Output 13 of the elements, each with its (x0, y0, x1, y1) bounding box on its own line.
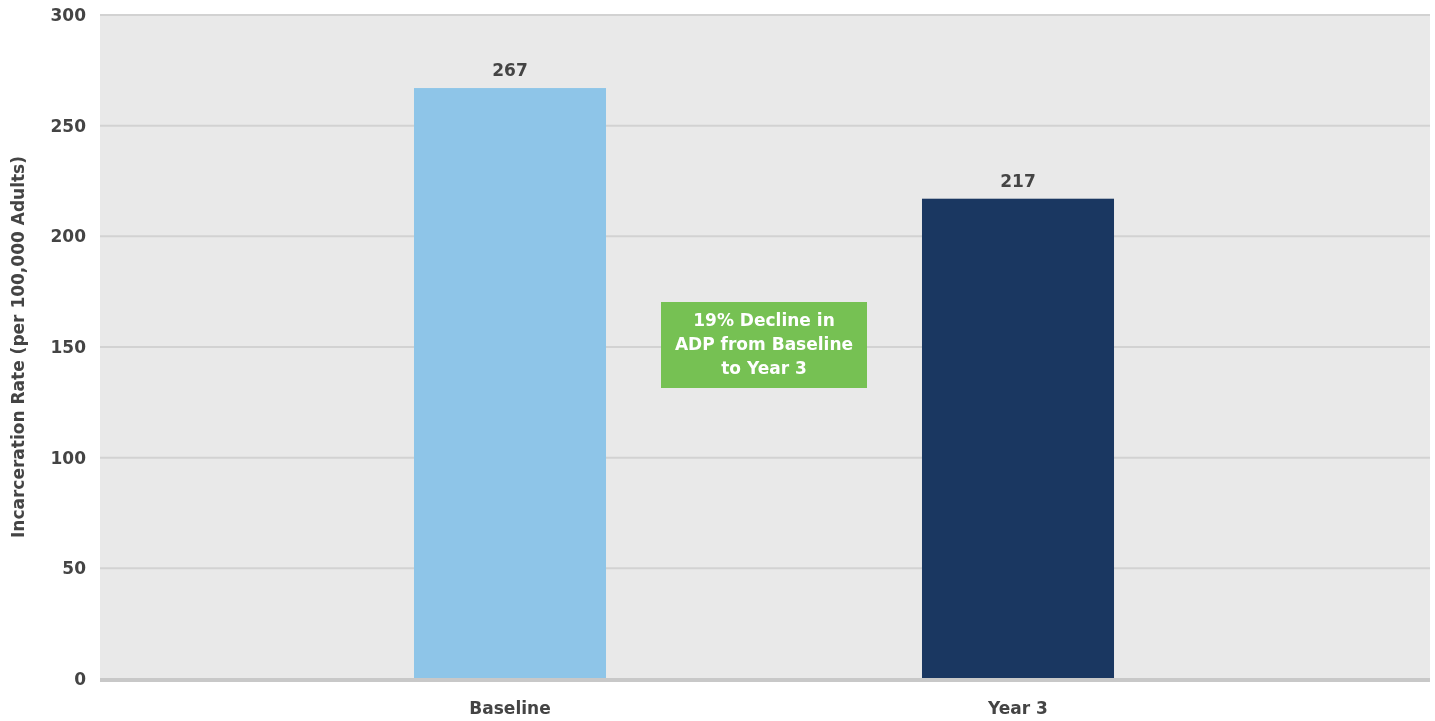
y-tick-label: 0 (74, 668, 87, 689)
y-tick-label: 250 (50, 115, 87, 136)
y-tick-label: 100 (50, 447, 87, 468)
y-tick-label: 50 (62, 558, 87, 579)
y-axis-title: Incarceration Rate (per 100,000 Adults) (8, 155, 28, 539)
data-label: 267 (492, 60, 528, 81)
y-tick-label: 150 (50, 336, 87, 357)
x-tick-label: Baseline (469, 698, 551, 718)
y-tick-label: 300 (50, 4, 87, 25)
data-label: 217 (1000, 170, 1036, 191)
x-tick-label: Year 3 (987, 698, 1048, 718)
y-tick-label: 200 (50, 226, 87, 247)
annotation: 19% Decline in ADP from Baseline to Year 3 (674, 310, 854, 378)
